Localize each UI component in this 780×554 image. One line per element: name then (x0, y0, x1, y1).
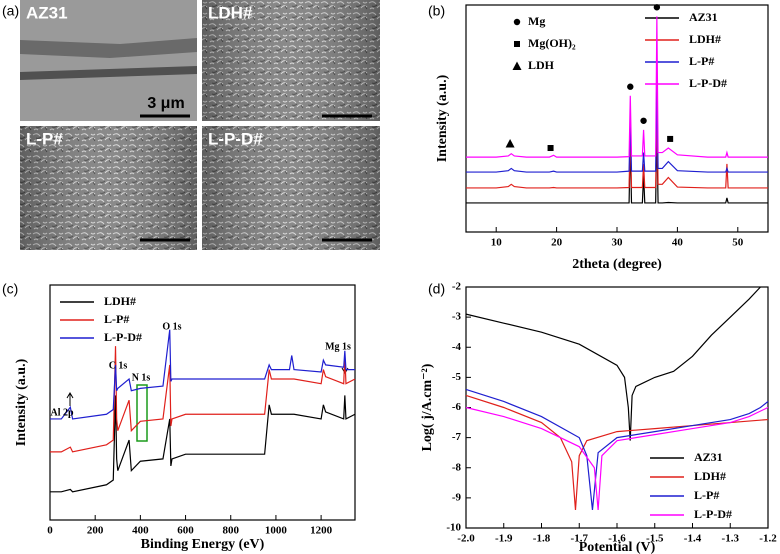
sem-label: LDH# (208, 3, 253, 22)
y-tick-label: -3 (452, 311, 462, 323)
series-line (465, 388, 769, 510)
phase-legend-label: Mg(OH)₂ (528, 36, 576, 50)
phase-marker (667, 135, 674, 142)
sem-panel: AZ31 LDH# L-P# L-P-D# 3 μm (20, 0, 380, 250)
series-line (466, 129, 768, 204)
y-axis-label: Log( j/A.cm⁻²) (420, 363, 435, 451)
series-line (466, 84, 768, 173)
legend-label: AZ31 (689, 10, 718, 24)
series-line (465, 394, 769, 510)
x-tick-label: 50 (732, 237, 744, 249)
peak-annotation: Al 2p (50, 407, 74, 418)
y-axis-label: Intensity (a.u.) (435, 74, 450, 162)
y-tick-label: -2 (452, 281, 462, 293)
plot-frame (465, 286, 769, 529)
peak-annotation: N 1s (132, 372, 151, 383)
legend-label: L-P-D# (694, 507, 732, 521)
x-tick-label: -1.7 (571, 533, 589, 545)
series-line (466, 107, 768, 189)
sem-texture (202, 0, 380, 121)
y-tick-label: -10 (446, 522, 461, 534)
x-tick-label: 0 (47, 525, 53, 537)
y-tick-label: -5 (452, 371, 462, 383)
sem-label: AZ31 (26, 3, 68, 22)
arrow (66, 392, 74, 406)
sem-texture (202, 126, 380, 250)
phase-marker (505, 138, 515, 148)
series-line (50, 346, 356, 453)
plot-frame (49, 284, 356, 521)
sem-texture (20, 126, 197, 250)
y-tick-label: -6 (452, 401, 462, 413)
series-line (466, 16, 768, 158)
peak-annotation: Mg 1s (325, 341, 351, 352)
y-axis-label: Intensity (a.u.) (14, 358, 29, 446)
x-tick-label: 1000 (265, 525, 288, 537)
sem-image (20, 0, 197, 121)
series-line (465, 406, 769, 510)
phase-marker (627, 83, 634, 90)
y-tick-label: -7 (452, 431, 462, 443)
x-tick-label: -1.6 (608, 533, 626, 545)
series-line (50, 395, 356, 493)
x-tick-label: -1.4 (684, 533, 702, 545)
highlight-box (136, 384, 148, 442)
sem-label: L-P-D# (208, 129, 263, 148)
series-line (50, 329, 355, 420)
legend-label: AZ31 (694, 450, 723, 464)
peak-annotation: C 1s (109, 360, 128, 371)
x-tick-label: -1.3 (722, 533, 740, 545)
x-tick-label: 600 (177, 525, 194, 537)
sem-texture (20, 38, 197, 58)
x-tick-label: 40 (672, 237, 684, 249)
series-line (465, 286, 761, 441)
scale-bar-label: 3 μm (147, 95, 184, 112)
panel-label: (a) (2, 3, 19, 19)
plot-frame (465, 4, 769, 233)
x-tick-label: 400 (132, 525, 149, 537)
x-tick-label: -1.2 (759, 533, 777, 545)
x-tick-label: 1200 (310, 525, 333, 537)
panel-label: (b) (428, 3, 445, 19)
phase-marker (547, 145, 554, 152)
legend-label: L-P-D# (689, 76, 727, 90)
phase-legend-label: LDH (528, 58, 555, 72)
x-tick-label: -2.0 (457, 533, 475, 545)
x-tick-label: 800 (222, 525, 239, 537)
x-tick-label: -1.9 (495, 533, 513, 545)
panel-label: (d) (428, 281, 445, 297)
x-axis-label: Potential (V) (579, 540, 656, 554)
phase-marker (513, 18, 521, 26)
x-tick-label: -1.5 (646, 533, 664, 545)
panel-label: (c) (2, 281, 18, 297)
x-tick-label: -1.8 (533, 533, 551, 545)
x-axis-label: 2theta (degree) (572, 257, 662, 272)
legend-label: L-P-D# (104, 330, 142, 344)
phase-marker (640, 117, 647, 124)
y-tick-label: -4 (452, 341, 462, 353)
phase-marker (512, 61, 522, 70)
y-tick-label: -8 (452, 461, 462, 473)
x-tick-label: 20 (551, 237, 563, 249)
sem-label: L-P# (26, 129, 63, 148)
legend-label: L-P# (689, 54, 714, 68)
x-tick-label: 200 (87, 525, 104, 537)
phase-legend-label: Mg (528, 14, 545, 28)
sem-texture (20, 66, 197, 80)
legend-label: L-P# (104, 312, 129, 326)
phase-marker (653, 4, 661, 11)
legend-label: LDH# (104, 294, 136, 308)
x-axis-label: Binding Energy (eV) (141, 537, 265, 552)
x-tick-label: 10 (491, 237, 503, 249)
peak-annotation: O 1s (162, 321, 181, 332)
legend-label: L-P# (694, 488, 719, 502)
legend-label: LDH# (689, 32, 721, 46)
y-tick-label: -9 (452, 491, 462, 503)
legend-label: LDH# (694, 469, 726, 483)
phase-marker (514, 41, 520, 47)
x-tick-label: 30 (612, 237, 624, 249)
